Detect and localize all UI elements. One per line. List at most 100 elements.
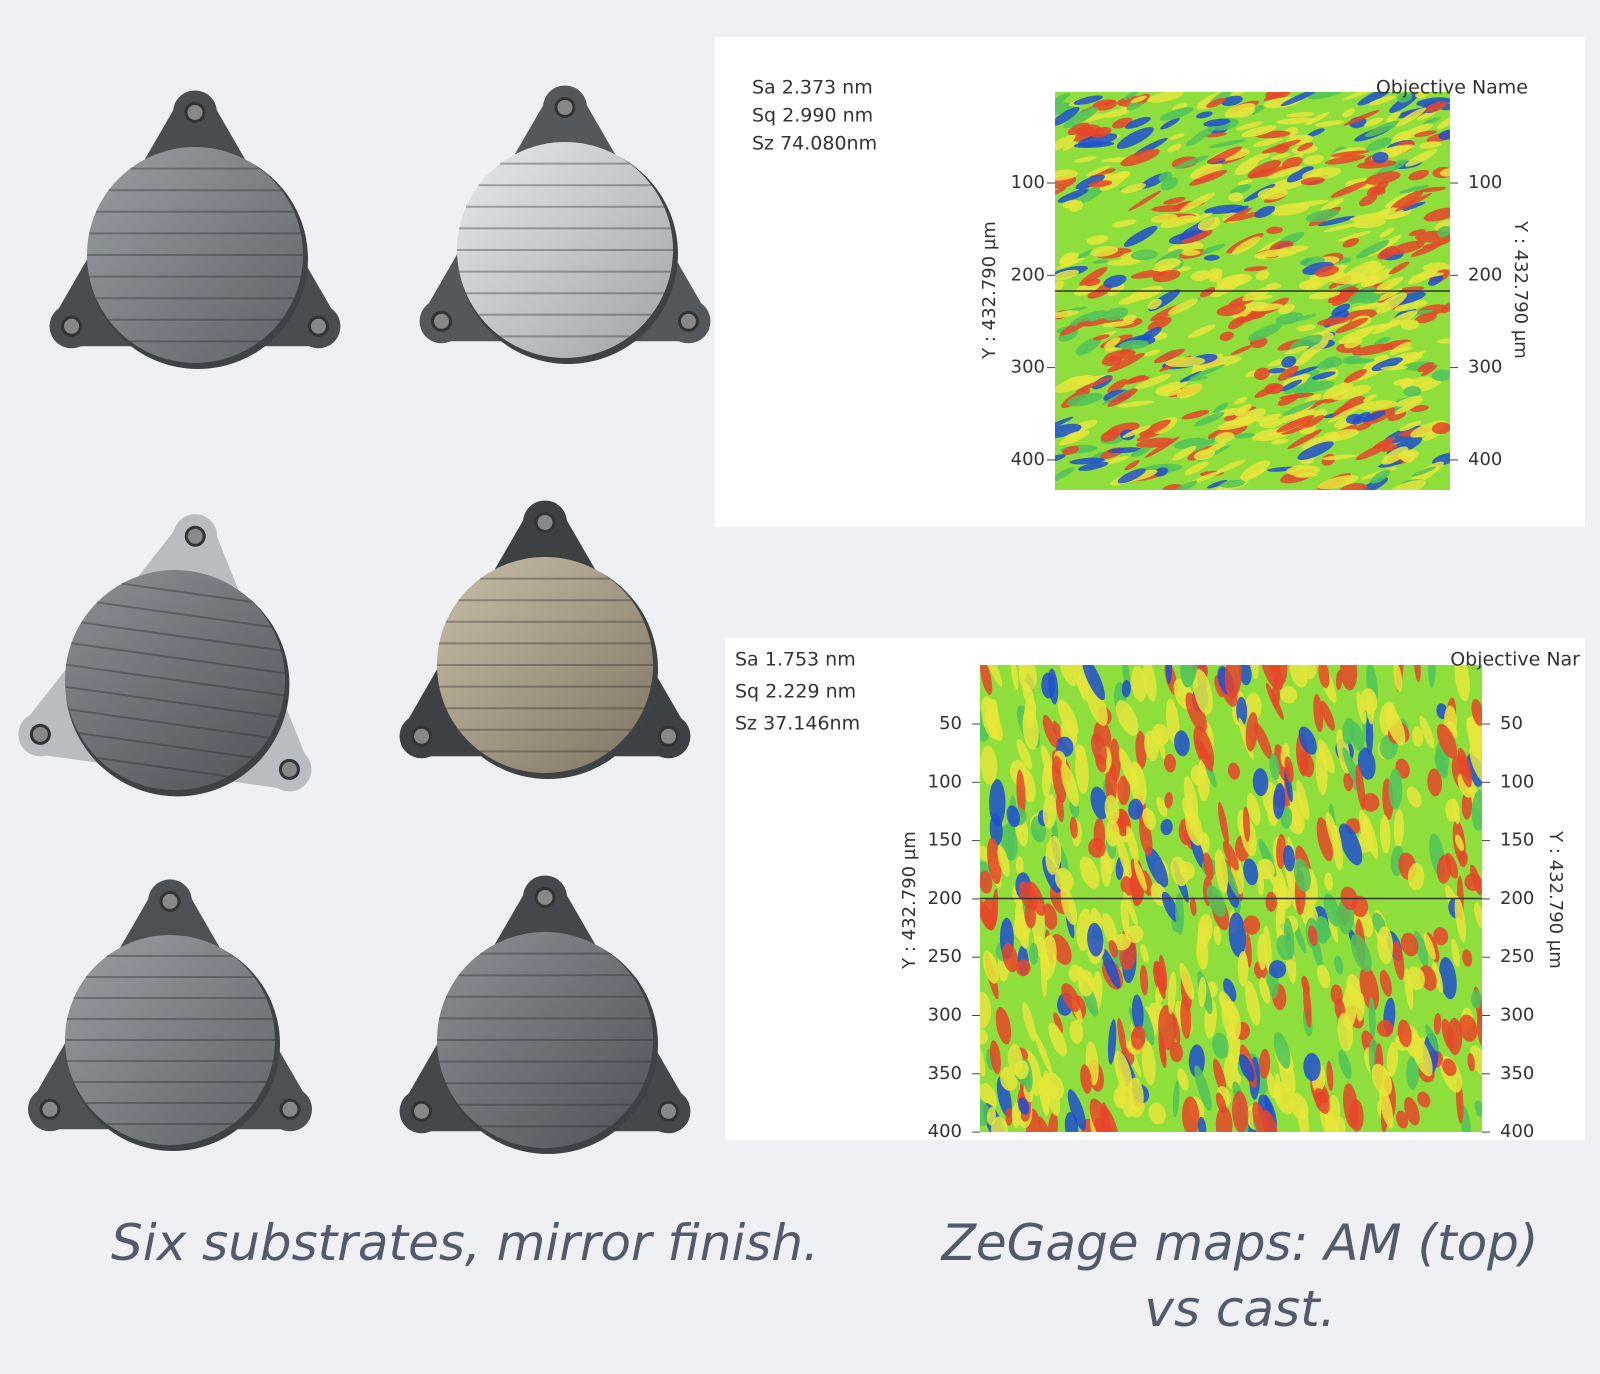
map-blob	[1069, 816, 1078, 839]
map-blob	[1107, 352, 1145, 373]
hole	[657, 1100, 679, 1122]
map-blob	[1234, 158, 1259, 176]
map-blob	[1125, 825, 1139, 863]
map-blob	[1428, 275, 1444, 286]
map-blob	[1140, 326, 1162, 342]
map-blob	[1042, 715, 1058, 748]
map-blob	[1266, 1071, 1277, 1099]
map-blob	[1187, 324, 1216, 339]
map-blob	[1179, 371, 1203, 383]
map-blob	[1265, 891, 1277, 912]
map-blob	[1388, 479, 1427, 490]
map-blob	[1400, 319, 1420, 330]
map-blob	[1107, 388, 1138, 407]
map-blob	[1366, 714, 1374, 756]
map-blob	[1235, 403, 1252, 417]
map-blob	[1219, 331, 1234, 341]
map-blob	[1457, 773, 1473, 798]
map-blob	[1407, 863, 1425, 891]
map-blob	[1436, 854, 1452, 884]
map-blob	[1214, 431, 1235, 444]
map-blob	[1066, 392, 1103, 407]
map-blob	[1384, 705, 1406, 746]
map-blob	[1213, 1058, 1227, 1095]
map-blob	[1090, 786, 1109, 820]
map-blob	[1378, 460, 1403, 468]
map-blob	[1056, 257, 1085, 269]
map-blob	[1160, 117, 1180, 130]
map-blob	[1251, 665, 1259, 680]
map-blob	[1010, 665, 1019, 691]
map-blob	[1317, 360, 1335, 370]
map-blob	[1360, 477, 1389, 490]
map-blob	[1281, 356, 1297, 368]
substrate	[49, 90, 341, 369]
map-blob	[1338, 483, 1367, 490]
map-blob	[1203, 254, 1220, 261]
map-blob	[1342, 717, 1356, 745]
map-blob	[1054, 867, 1074, 892]
map-blob	[1414, 378, 1443, 393]
map-blob	[1007, 1043, 1023, 1076]
map-blob	[1395, 395, 1422, 407]
map-blob	[1237, 179, 1253, 186]
map-blob	[1117, 775, 1131, 806]
map-blob	[1002, 943, 1019, 973]
map-blob	[1372, 151, 1389, 164]
map-blob	[1318, 665, 1330, 689]
map-blob	[1460, 1105, 1472, 1132]
substrate	[399, 875, 691, 1154]
map-blob	[1263, 92, 1291, 101]
y-tick-right: 100	[1500, 771, 1534, 792]
map-blob	[1075, 746, 1089, 794]
map-blob	[1331, 824, 1343, 871]
map-blob	[1276, 117, 1316, 125]
y-tick-left: 300	[1011, 357, 1045, 378]
map-blob	[1323, 222, 1361, 233]
map-blob	[1253, 367, 1270, 381]
map-blob	[1431, 422, 1450, 435]
map-blob	[1158, 1031, 1167, 1065]
map-blob	[1062, 445, 1080, 455]
map-blob	[1006, 819, 1015, 861]
map-blob	[989, 813, 1003, 846]
map-blob	[1404, 1097, 1420, 1126]
map-blob	[1442, 1058, 1457, 1077]
map-blob	[1338, 1049, 1352, 1080]
groove	[78, 732, 254, 759]
map-blob	[1107, 283, 1125, 297]
map-blob	[1408, 229, 1426, 237]
map-blob	[1181, 229, 1213, 244]
map-blob	[1205, 97, 1226, 108]
map-blob	[1140, 943, 1149, 963]
map-blob	[1305, 209, 1339, 223]
map-blob	[1128, 798, 1144, 820]
map-blob	[980, 870, 993, 894]
map-blob	[1316, 317, 1350, 326]
map-blob	[1189, 364, 1226, 380]
map-blob	[1278, 303, 1295, 315]
map-blob	[1356, 240, 1390, 259]
map-blob	[1083, 278, 1101, 287]
map-blob	[1298, 380, 1335, 393]
map-blob	[989, 1040, 1001, 1075]
map-blob	[1337, 230, 1371, 242]
map-blob	[1303, 1052, 1321, 1081]
map-blob	[1214, 848, 1228, 894]
map-blob	[1182, 1096, 1200, 1132]
map-blob	[1016, 959, 1031, 977]
axis-label-left: Y : 432.790 µm	[899, 831, 920, 970]
map-blob	[1102, 320, 1135, 328]
map-blob	[1403, 385, 1422, 398]
map-blob	[1275, 312, 1304, 325]
map-blob	[1055, 269, 1079, 281]
map-blob	[1203, 118, 1231, 127]
hole	[159, 890, 181, 912]
map-blob	[1364, 120, 1400, 138]
map-blob	[1424, 101, 1447, 113]
map-blob	[1228, 192, 1244, 202]
map-blob	[1185, 808, 1203, 846]
map-blob	[1364, 275, 1380, 287]
hole	[39, 1098, 61, 1120]
map-blob	[1055, 454, 1066, 463]
